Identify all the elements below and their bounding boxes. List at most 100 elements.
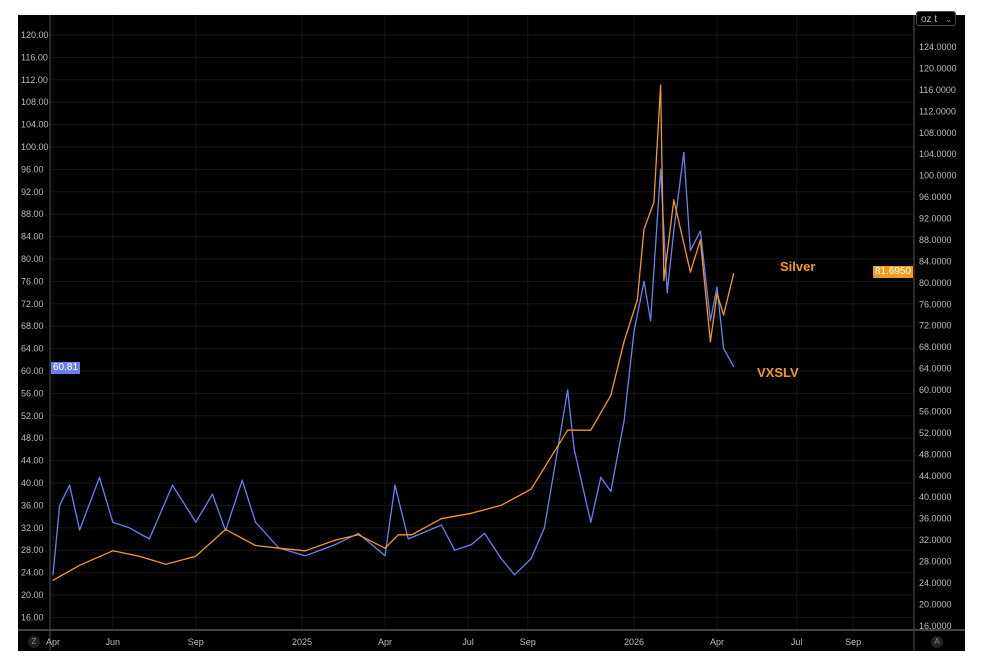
silver-point (653, 201, 655, 204)
unit-dropdown[interactable]: oz t ⌄ (916, 11, 956, 26)
x-tick-label: Sep (520, 637, 536, 647)
vxslv-point (709, 320, 711, 322)
right-price-axis[interactable]: 124.0000 120.0000 116.0000 112.0000 108.0000… (919, 42, 957, 631)
silver-point (278, 547, 280, 549)
silver-point (112, 550, 114, 552)
vxslv-point (98, 476, 101, 478)
silver-point (699, 239, 702, 241)
vxslv-last-price-badge: 60.81 (51, 362, 81, 374)
vxslv-point (650, 320, 652, 322)
right-tick-label: 48.0000 (919, 449, 952, 459)
left-tick-label: 28.00 (21, 545, 44, 555)
left-tick-label: 104.00 (21, 120, 49, 130)
vxslv-point (530, 558, 532, 560)
vxslv-point (254, 521, 257, 523)
vxslv-point (195, 521, 197, 523)
silver-point (733, 273, 735, 275)
right-tick-label: 84.0000 (919, 256, 952, 266)
silver-point (138, 555, 140, 557)
vxslv-series-label: VXSLV (757, 365, 799, 380)
left-tick-label: 44.00 (21, 456, 44, 466)
vxslv-point (689, 250, 692, 252)
vxslv-point (128, 527, 130, 529)
right-tick-label: 116.0000 (919, 85, 956, 95)
left-tick-label: 116.00 (21, 52, 48, 62)
right-tick-label: 64.0000 (919, 364, 952, 374)
silver-point (689, 271, 692, 273)
silver-point (590, 429, 592, 431)
chart-background (18, 15, 965, 651)
silver-point (254, 544, 257, 547)
left-tick-label: 56.00 (21, 388, 44, 398)
vxslv-point (454, 549, 456, 551)
vxslv-point (610, 490, 612, 492)
x-tick-label: Apr (710, 637, 724, 647)
silver-last-price-badge: 81.6950 (872, 266, 913, 278)
left-tick-label: 52.00 (21, 411, 44, 421)
vxslv-point (600, 476, 602, 478)
left-tick-label: 16.00 (21, 612, 44, 622)
left-tick-label: 20.00 (21, 590, 44, 600)
vxslv-point (560, 429, 562, 431)
right-tick-label: 104.0000 (919, 149, 957, 159)
left-tick-label: 88.00 (21, 209, 44, 219)
right-tick-label: 108.0000 (919, 128, 957, 138)
vxslv-point (567, 389, 569, 391)
silver-point (225, 528, 227, 531)
vxslv-point (440, 524, 443, 526)
silver-point (470, 512, 472, 514)
vxslv-point (241, 479, 243, 481)
silver-point (334, 539, 336, 541)
silver-point (610, 394, 612, 396)
left-tick-label: 76.00 (21, 276, 44, 286)
right-tick-label: 16.0000 (919, 621, 952, 631)
vxslv-point (69, 484, 71, 486)
vxslv-point (304, 555, 306, 557)
auto-scale-button[interactable]: A (931, 636, 943, 648)
left-tick-label: 72.00 (21, 299, 44, 309)
right-tick-label: 60.0000 (919, 385, 952, 395)
vxslv-point (171, 484, 174, 486)
series-lines (52, 84, 735, 581)
silver-point (440, 518, 443, 520)
left-tick-label: 24.00 (21, 568, 44, 578)
silver-point (636, 299, 638, 301)
vxslv-point (590, 521, 592, 523)
unit-value: oz t (921, 14, 938, 25)
silver-point (78, 564, 81, 566)
silver-point (304, 550, 306, 552)
vxslv-point (484, 532, 486, 535)
right-tick-label: 44.0000 (919, 471, 952, 481)
vxslv-point (148, 538, 150, 540)
x-tick-label: 2025 (292, 637, 312, 647)
x-tick-label: Sep (188, 637, 204, 647)
time-axis[interactable]: Apr Jun Sep 2025 Apr Jul Sep 2026 Apr Jul Sep (46, 637, 861, 647)
x-tick-label: Apr (378, 637, 392, 647)
silver-point (723, 314, 725, 316)
silver-point (659, 84, 662, 86)
right-tick-label: 24.0000 (919, 578, 952, 588)
vxslv-point (407, 538, 409, 540)
vxslv-point (699, 230, 702, 232)
left-tick-label: 48.00 (21, 433, 44, 443)
vxslv-point (470, 544, 472, 546)
left-tick-label: 68.00 (21, 321, 44, 331)
chevron-down-icon: ⌄ (945, 15, 952, 24)
left-tick-label: 64.00 (21, 344, 44, 354)
vxslv-point (59, 504, 61, 506)
x-tick-label: Apr (46, 637, 60, 647)
silver-point (500, 504, 502, 506)
vxslv-point (659, 168, 662, 170)
right-tick-label: 32.0000 (919, 535, 952, 545)
right-tick-label: 72.0000 (919, 321, 952, 331)
right-tick-label: 36.0000 (919, 514, 952, 524)
right-tick-label: 52.0000 (919, 428, 952, 438)
x-tick-label: Jul (462, 637, 474, 647)
left-tick-label: 32.00 (21, 523, 44, 533)
vxslv-point (716, 286, 718, 288)
zoom-toggle-button[interactable]: Z (28, 636, 40, 648)
silver-point (384, 547, 386, 549)
vxslv-point (384, 555, 386, 557)
left-price-axis[interactable]: 120.00 116.00 112.00 108.00 104.00 100.00 96.0… (21, 30, 49, 622)
